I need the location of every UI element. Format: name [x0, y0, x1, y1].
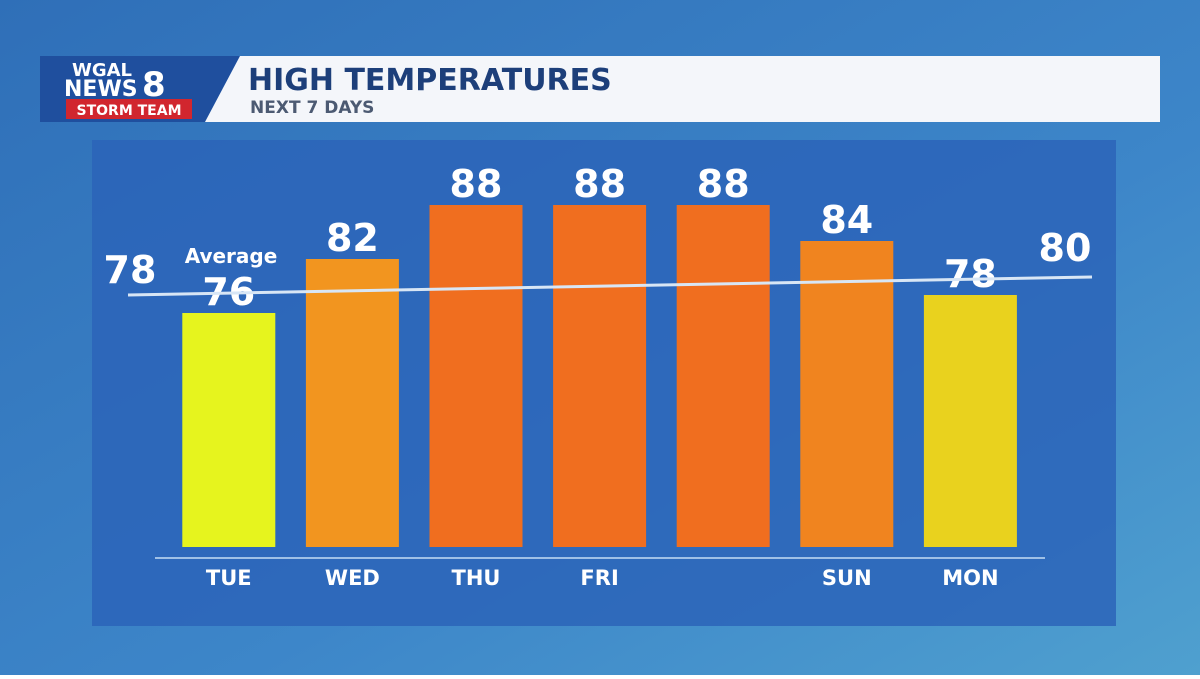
bar — [676, 205, 770, 547]
average-label: Average — [185, 244, 278, 268]
x-tick-label: TUE — [206, 566, 252, 590]
x-tick-label: FRI — [580, 566, 618, 590]
x-tick-label: THU — [452, 566, 501, 590]
bar — [305, 259, 399, 547]
value-label: 84 — [820, 198, 873, 242]
average-end: 80 — [1039, 226, 1092, 270]
bar — [429, 205, 523, 547]
bar — [553, 205, 647, 547]
logo-team-box — [66, 99, 192, 119]
header-bar — [205, 56, 1160, 122]
title: HIGH TEMPERATURES — [248, 63, 612, 98]
average-start: 78 — [104, 248, 157, 292]
value-label: 78 — [944, 252, 997, 296]
bar — [800, 241, 894, 547]
x-tick-label: SUN — [822, 566, 872, 590]
x-tick-label: WED — [325, 566, 380, 590]
average-line — [127, 275, 1093, 297]
value-label: 88 — [573, 162, 626, 206]
logo-team: STORM TEAM — [77, 103, 182, 119]
value-label: 88 — [450, 162, 503, 206]
value-label: 88 — [697, 162, 750, 206]
logo-top: WGAL — [72, 60, 132, 81]
subtitle: NEXT 7 DAYS — [250, 98, 374, 118]
logo-num: 8 — [142, 65, 166, 105]
bar — [923, 295, 1017, 547]
logo-news: NEWS — [64, 77, 138, 102]
x-tick-label: MON — [942, 566, 998, 590]
bar — [182, 313, 276, 547]
value-label: 82 — [326, 216, 379, 260]
